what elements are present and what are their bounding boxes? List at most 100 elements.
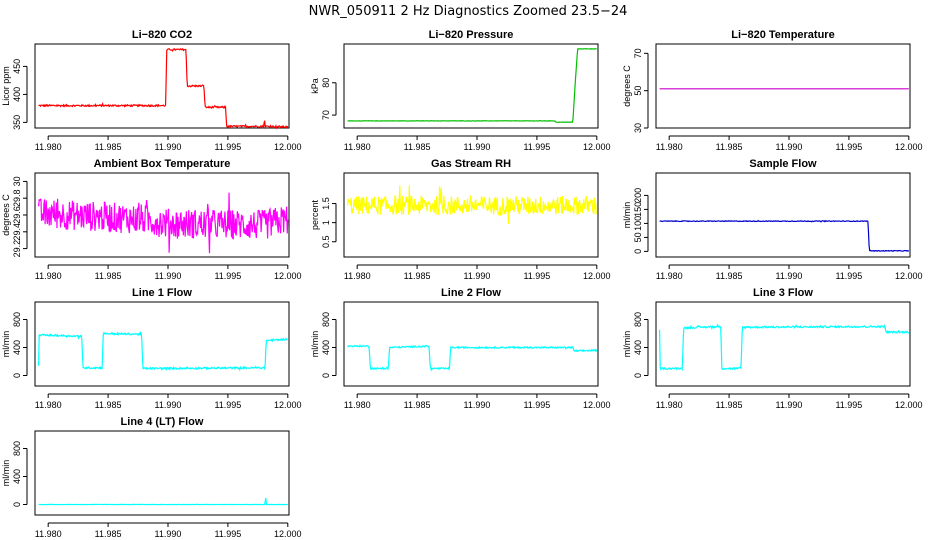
y-tick-label: 30 — [633, 123, 643, 133]
x-tick-label: 11.980 — [656, 271, 683, 281]
panel-title: Li−820 Temperature — [731, 29, 834, 41]
y-tick-label: 200 — [633, 188, 643, 203]
chart-panel: Gas Stream RH 11.980 11.985 11.990 11.995 12.… — [310, 158, 611, 281]
x-tick-label: 11.980 — [35, 142, 62, 152]
chart-panel: Li−820 CO2 11.980 11.985 11.990 11.995 12.000… — [1, 29, 302, 152]
y-tick-label: 400 — [12, 87, 22, 102]
plot-frame — [343, 43, 599, 129]
y-axis-label: ml/min — [622, 202, 632, 229]
x-tick-label: 12.000 — [274, 400, 302, 410]
x-tick-label: 11.985 — [95, 271, 122, 281]
y-axis-label: degrees C — [1, 194, 11, 236]
x-tick-label: 11.995 — [214, 142, 241, 152]
y-axis-label: Licor ppm — [1, 66, 11, 106]
y-tick-label: 0.5 — [321, 235, 331, 248]
figure-title: NWR_050911 2 Hz Diagnostics Zoomed 23.5−… — [309, 4, 628, 19]
y-tick-label: 400 — [12, 340, 22, 355]
x-tick-label: 11.990 — [776, 400, 803, 410]
y-axis-label: percent — [310, 199, 320, 230]
y-tick-label: 150 — [633, 202, 643, 217]
x-tick-label: 11.980 — [344, 400, 371, 410]
x-tick-label: 11.985 — [95, 529, 122, 539]
y-tick-label: 1 — [321, 220, 331, 225]
y-tick-label: 800 — [12, 312, 22, 327]
plot-frame — [34, 430, 290, 516]
y-tick-label: 29.4 — [12, 223, 22, 241]
plot-frame — [34, 172, 290, 258]
chart-panel: Line 2 Flow 11.980 11.985 11.990 11.995 12.00… — [310, 287, 611, 410]
y-tick-label: 800 — [12, 441, 22, 456]
x-tick-label: 11.990 — [776, 271, 803, 281]
panel-title: Line 1 Flow — [132, 287, 192, 299]
plot-frame — [655, 172, 911, 258]
x-tick-label: 11.990 — [155, 271, 182, 281]
x-tick-label: 11.985 — [716, 271, 743, 281]
plot-frame — [655, 43, 911, 129]
plot-frame — [34, 301, 290, 387]
y-tick-label: 50 — [633, 232, 643, 242]
panel-title: Line 3 Flow — [753, 287, 813, 299]
y-axis-label: kPa — [310, 78, 320, 94]
x-tick-label: 11.985 — [404, 271, 431, 281]
x-tick-label: 11.980 — [35, 529, 62, 539]
y-tick-label: 800 — [633, 312, 643, 327]
x-tick-label: 12.000 — [895, 400, 923, 410]
x-tick-label: 11.995 — [835, 271, 862, 281]
x-tick-label: 11.985 — [95, 400, 122, 410]
x-tick-label: 11.990 — [155, 529, 182, 539]
chart-panel: Line 3 Flow 11.980 11.985 11.990 11.995 12.00… — [622, 287, 923, 410]
x-tick-label: 11.985 — [716, 142, 743, 152]
x-tick-label: 11.995 — [214, 400, 241, 410]
panel-title: Sample Flow — [749, 158, 817, 170]
plot-frame — [655, 301, 911, 387]
plot-frame — [34, 43, 290, 129]
chart-panel: Sample Flow 11.980 11.985 11.990 11.995 12.00… — [622, 158, 923, 281]
y-tick-label: 30 — [12, 176, 22, 186]
x-tick-label: 12.000 — [274, 529, 302, 539]
plot-frame — [343, 301, 599, 387]
y-tick-label: 0 — [633, 249, 643, 254]
x-tick-label: 11.995 — [835, 400, 862, 410]
x-tick-label: 12.000 — [895, 271, 923, 281]
x-tick-label: 11.985 — [716, 400, 743, 410]
y-axis-label: ml/min — [1, 331, 11, 358]
y-tick-label: 0 — [633, 373, 643, 378]
y-tick-label: 29.2 — [12, 240, 22, 258]
x-tick-label: 11.990 — [464, 271, 491, 281]
x-tick-label: 11.980 — [35, 400, 62, 410]
x-tick-label: 11.995 — [523, 271, 550, 281]
plot-frame — [343, 172, 599, 258]
series-line — [38, 497, 288, 506]
panel-title: Li−820 CO2 — [132, 29, 192, 41]
panel-title: Line 4 (LT) Flow — [121, 416, 204, 428]
x-tick-label: 11.995 — [523, 142, 550, 152]
x-tick-label: 12.000 — [274, 142, 302, 152]
x-tick-label: 11.995 — [214, 271, 241, 281]
x-tick-label: 12.000 — [274, 271, 302, 281]
y-tick-label: 400 — [321, 340, 331, 355]
series-line — [347, 344, 598, 372]
chart-panel: Ambient Box Temperature 11.980 11.985 11.99… — [1, 158, 302, 281]
x-tick-label: 11.995 — [214, 529, 241, 539]
y-tick-label: 80 — [321, 78, 331, 88]
y-tick-label: 450 — [12, 59, 22, 74]
y-axis-label: degrees C — [622, 65, 632, 107]
y-tick-label: 70 — [321, 110, 331, 120]
x-tick-label: 11.985 — [404, 400, 431, 410]
x-tick-label: 11.980 — [344, 142, 371, 152]
x-tick-label: 11.995 — [523, 400, 550, 410]
y-axis-label: ml/min — [1, 460, 11, 487]
series-line — [659, 219, 910, 252]
x-tick-label: 11.980 — [344, 271, 371, 281]
series-line — [346, 185, 598, 224]
x-tick-label: 11.980 — [35, 271, 62, 281]
chart-panel: Li−820 Pressure 11.980 11.985 11.990 11.995 1… — [310, 29, 611, 152]
y-tick-label: 0 — [321, 373, 331, 378]
y-tick-label: 350 — [12, 115, 22, 130]
y-axis-label: ml/min — [310, 331, 320, 358]
y-tick-label: 800 — [321, 312, 331, 327]
x-tick-label: 11.980 — [656, 400, 683, 410]
x-tick-label: 12.000 — [583, 400, 611, 410]
y-tick-label: 29.8 — [12, 189, 22, 207]
y-tick-label: 1.5 — [321, 197, 331, 210]
